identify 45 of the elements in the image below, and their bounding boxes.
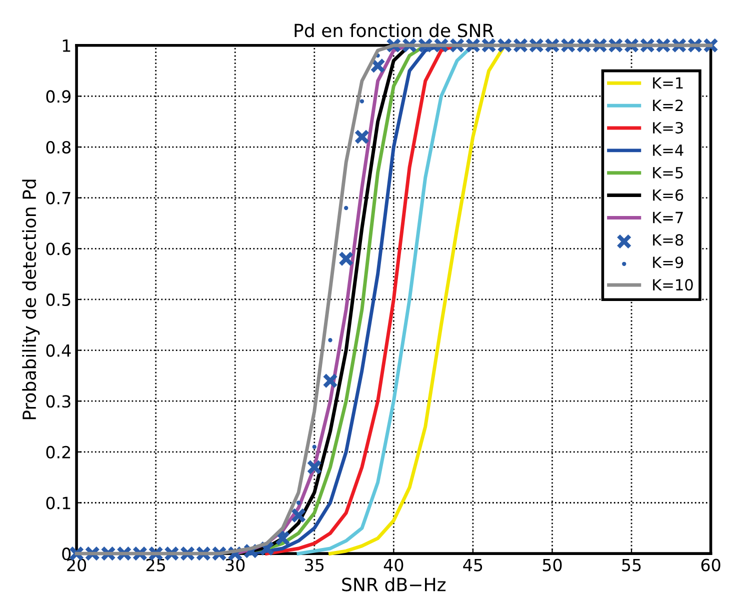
- point: [354, 129, 370, 144]
- legend-label: K=2: [653, 100, 683, 111]
- y-tick-label: 0.2: [46, 446, 70, 459]
- point: [280, 531, 285, 536]
- point: [296, 500, 301, 505]
- point: [328, 338, 332, 342]
- x-tick-label: 25: [146, 558, 165, 572]
- x-tick-label: 40: [384, 558, 404, 572]
- line-series: [74, 44, 713, 556]
- y-tick-label: 0.3: [46, 395, 70, 408]
- y-tick-label: 0.4: [46, 344, 71, 357]
- y-tick-label: 0.5: [46, 293, 70, 306]
- legend-label: K=1: [653, 77, 683, 89]
- x-tick-label: 60: [701, 558, 720, 572]
- x-tick-label: 35: [305, 558, 324, 572]
- point: [344, 206, 348, 210]
- y-tick-label: 0.9: [46, 90, 71, 103]
- legend-label: K=7: [653, 212, 683, 224]
- x-tick-label: 55: [622, 558, 641, 572]
- legend-label: K=10: [653, 279, 693, 291]
- y-tick-label: 0.7: [46, 192, 70, 204]
- y-tick-label: 0.8: [46, 140, 71, 154]
- y-tick-label: 1: [62, 40, 70, 52]
- point: [360, 99, 364, 104]
- x-tick-label: 50: [542, 558, 562, 572]
- point: [312, 444, 316, 449]
- point: [290, 508, 306, 524]
- legend-label: K=3: [653, 122, 683, 134]
- x-tick-label: 45: [463, 558, 482, 572]
- y-tick-label: 0.6: [46, 242, 71, 256]
- point: [338, 251, 354, 266]
- point: [322, 373, 338, 388]
- x-tick-label: 30: [226, 558, 245, 572]
- x-tick-label: 20: [67, 558, 86, 572]
- legend-label: K=5: [653, 167, 683, 178]
- x-axis-title: SNR dB−Hz: [342, 577, 446, 592]
- chart-title: Pd en fonction de SNR: [294, 23, 494, 38]
- y-tick-label: 0: [62, 548, 71, 560]
- point: [306, 460, 322, 475]
- y-axis-title: Probability de detection Pd: [22, 180, 40, 420]
- legend-label: K=4: [653, 144, 684, 156]
- legend-label: K=9: [653, 256, 684, 268]
- legend-label: K=6: [653, 189, 684, 201]
- legend-label: K=8: [653, 234, 684, 246]
- y-tick-label: 0.1: [46, 496, 70, 510]
